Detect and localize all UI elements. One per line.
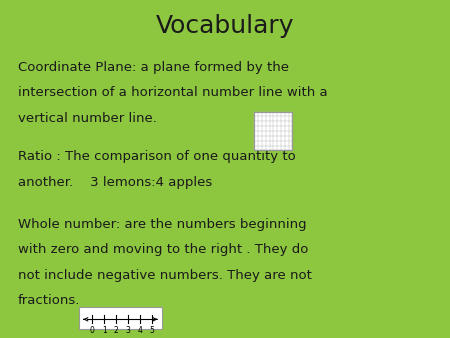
Text: 4: 4 — [137, 326, 142, 335]
Text: 3: 3 — [126, 326, 130, 335]
Text: intersection of a horizontal number line with a: intersection of a horizontal number line… — [18, 86, 328, 99]
Text: 5: 5 — [149, 326, 154, 335]
Bar — [79, 307, 162, 329]
Text: with zero and moving to the right . They do: with zero and moving to the right . They… — [18, 243, 308, 256]
Bar — [254, 112, 292, 150]
Text: 0: 0 — [90, 326, 94, 335]
Text: 1: 1 — [102, 326, 107, 335]
Text: Vocabulary: Vocabulary — [156, 14, 294, 38]
Text: not include negative numbers. They are not: not include negative numbers. They are n… — [18, 269, 312, 282]
Bar — [254, 112, 292, 150]
Text: Coordinate Plane: a plane formed by the: Coordinate Plane: a plane formed by the — [18, 61, 289, 74]
Text: 2: 2 — [114, 326, 118, 335]
Text: Ratio : The comparison of one quantity to: Ratio : The comparison of one quantity t… — [18, 150, 296, 163]
Text: Whole number: are the numbers beginning: Whole number: are the numbers beginning — [18, 218, 306, 231]
Text: vertical number line.: vertical number line. — [18, 112, 157, 124]
Text: fractions.: fractions. — [18, 294, 81, 307]
Text: another.    3 lemons:4 apples: another. 3 lemons:4 apples — [18, 176, 212, 189]
